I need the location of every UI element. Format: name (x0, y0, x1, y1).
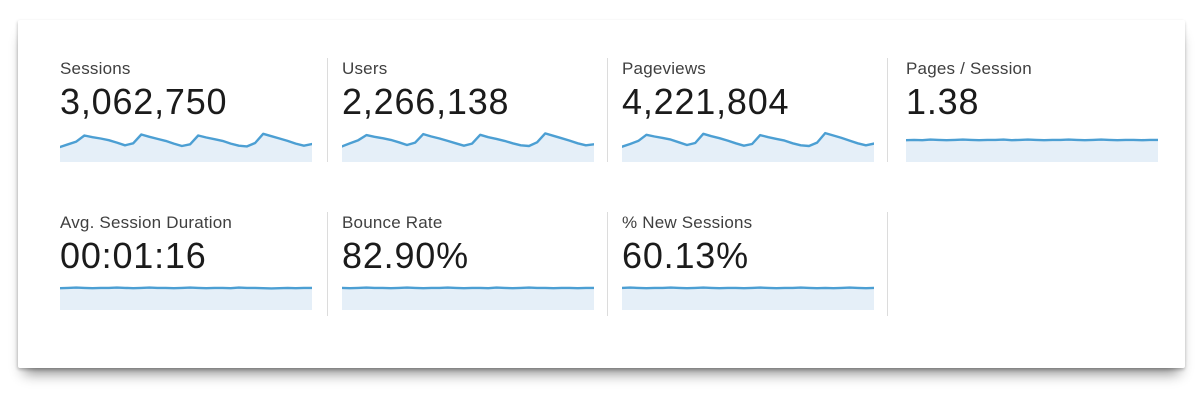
metric-value: 1.38 (906, 81, 980, 122)
metric-label: % New Sessions (622, 213, 753, 232)
metric-label: Sessions (60, 59, 131, 78)
avg-session-duration-sparkline-chart[interactable] (60, 284, 312, 310)
metric-value: 82.90% (342, 235, 469, 276)
metric-tile-avg-session-duration[interactable]: Avg. Session Duration 00:01:16 (60, 212, 328, 316)
metrics-row-1: Sessions 3,062,750 Users 2,266,138 Pagev… (60, 58, 1185, 162)
metric-value: 2,266,138 (342, 81, 510, 122)
metric-label: Pages / Session (906, 59, 1032, 78)
users-sparkline-chart[interactable] (342, 128, 594, 162)
empty-metric-cell (888, 212, 1185, 316)
metric-label: Avg. Session Duration (60, 213, 233, 232)
bounce-rate-sparkline-chart[interactable] (342, 284, 594, 310)
metrics-row-2: Avg. Session Duration 00:01:16 Bounce Ra… (60, 212, 1185, 316)
metric-value: 3,062,750 (60, 81, 228, 122)
metric-tile-pages-per-session[interactable]: Pages / Session 1.38 (888, 58, 1185, 162)
metric-value: 00:01:16 (60, 235, 207, 276)
percent-new-sessions-sparkline-chart[interactable] (622, 284, 874, 310)
metric-tile-percent-new-sessions[interactable]: % New Sessions 60.13% (608, 212, 888, 316)
metric-tile-users[interactable]: Users 2,266,138 (328, 58, 608, 162)
sessions-sparkline-chart[interactable] (60, 128, 312, 162)
pageviews-sparkline-chart[interactable] (622, 128, 874, 162)
metric-tile-pageviews[interactable]: Pageviews 4,221,804 (608, 58, 888, 162)
metric-value: 4,221,804 (622, 81, 790, 122)
metric-tile-sessions[interactable]: Sessions 3,062,750 (60, 58, 328, 162)
metric-label: Users (342, 59, 388, 78)
metric-label: Pageviews (622, 59, 707, 78)
metric-value: 60.13% (622, 235, 749, 276)
pages-per-session-sparkline-chart[interactable] (906, 128, 1158, 162)
metric-tile-bounce-rate[interactable]: Bounce Rate 82.90% (328, 212, 608, 316)
metrics-summary-card: Sessions 3,062,750 Users 2,266,138 Pagev… (18, 20, 1185, 368)
metric-label: Bounce Rate (342, 213, 443, 232)
